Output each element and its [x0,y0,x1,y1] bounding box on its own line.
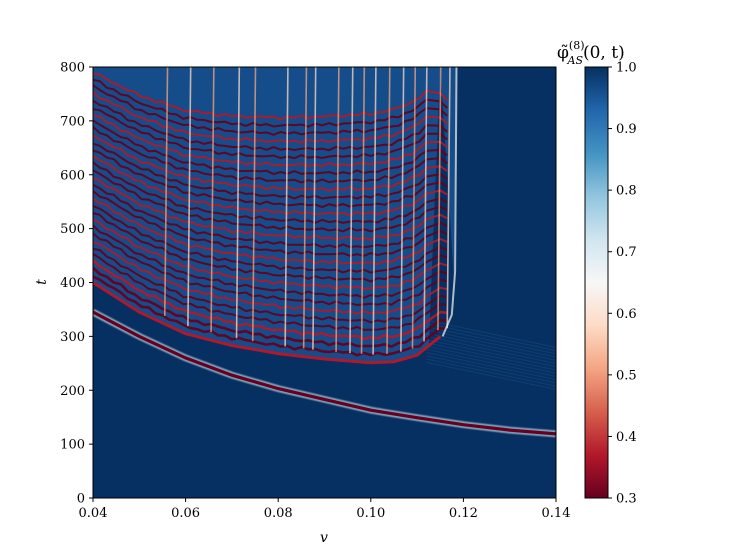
x-tick-label: 0.06 [171,506,200,521]
resonance-streak [423,67,428,342]
resonance-streak [411,67,417,349]
x-axis: 0.04 0.06 0.08 0.10 0.12 0.14 [79,498,571,521]
y-tick-label: 100 [60,438,85,453]
y-tick-label: 700 [60,114,85,129]
resonance-streak [187,67,192,327]
x-tick-label: 0.12 [449,506,478,521]
colorbar-tick-label: 0.3 [616,492,637,507]
colorbar-title-superscript: (8) [569,39,585,52]
ripple-line [426,335,556,364]
colorbar-gradient [585,67,608,498]
resonance-streak [210,67,215,333]
ripple-line [426,358,556,387]
second-bounce-curve [93,281,442,365]
ripple-line [426,355,556,384]
resonance-streak [312,67,317,350]
resonance-streak [349,67,354,354]
x-tick-label: 0.04 [79,506,108,521]
colorbar-title-args: (0, t) [583,43,625,63]
y-tick-label: 800 [60,61,85,76]
resonance-stripe [93,247,448,324]
x-tick-label: 0.08 [264,506,293,521]
y-tick-label: 500 [60,222,85,237]
heatmap-content [93,67,556,438]
colorbar-title: φ̃(8) AS(0, t) [557,39,625,67]
resonance-stripe [93,266,448,349]
resonance-streak [251,67,257,342]
resonance-streak [446,67,451,329]
resonance-stripe [93,99,448,152]
resonance-stripe [93,84,448,136]
ripple-line [426,339,556,368]
resonance-streak [235,67,241,339]
resonance-stripe [93,258,448,341]
y-axis-label: t [34,279,50,285]
colorbar-tick-label: 0.6 [616,307,637,322]
resonance-streak [163,67,169,316]
y-tick-label: 600 [60,168,85,183]
ripple-line [426,361,556,390]
x-tick-label: 0.14 [542,506,571,521]
resonance-stripe [93,78,448,128]
x-tick-label: 0.10 [356,506,385,521]
colorbar-tick-label: 0.8 [616,184,637,199]
resonance-stripe [93,275,448,357]
colorbar-frame [584,66,609,499]
colorbar-tick-label: 0.4 [616,430,637,445]
ripple-line [426,326,556,355]
ripple-line [426,352,556,381]
resonance-stripe [93,91,448,144]
colorbar-tick-label: 1.0 [616,61,637,76]
x-axis-label: v [320,530,328,546]
resonance-streak [302,67,308,349]
heatmap-plot [92,66,557,499]
y-tick-label: 400 [60,276,85,291]
colorbar-tick-label: 0.5 [616,368,637,383]
ripple-line [426,348,556,377]
resonance-streak [372,67,377,355]
colorbar-title-subscript: AS [567,54,584,67]
colorbar-ticks: 0.3 0.4 0.5 0.6 0.7 0.8 0.9 1.0 [608,61,637,507]
y-tick-label: 200 [60,384,85,399]
chaotic-boundary [441,67,458,337]
y-tick-label: 0 [77,492,85,507]
ripple-line [426,332,556,361]
y-tick-label: 300 [60,330,85,345]
resonance-stripe [93,253,448,331]
resonance-streak [335,67,340,352]
colorbar-tick-label: 0.9 [616,122,637,137]
resonance-stripe [93,72,448,121]
ripple-line [426,329,556,358]
ripple-line [426,342,556,371]
colorbar: 0.3 0.4 0.5 0.6 0.7 0.8 0.9 1.0 φ̃(8) AS(0, t) [557,39,637,507]
y-axis: 0 100 200 300 400 500 600 700 800 [60,61,93,507]
first-bounce-curve [93,310,556,436]
resonance-streak [386,67,391,354]
resonance-streak [437,67,442,331]
resonance-streak [284,67,289,347]
colorbar-tick-label: 0.7 [616,245,637,260]
resonance-streak [400,67,405,352]
ripple-line [426,345,556,374]
resonance-streak [360,67,366,354]
colorbar-title-symbol: φ̃ [557,43,569,63]
